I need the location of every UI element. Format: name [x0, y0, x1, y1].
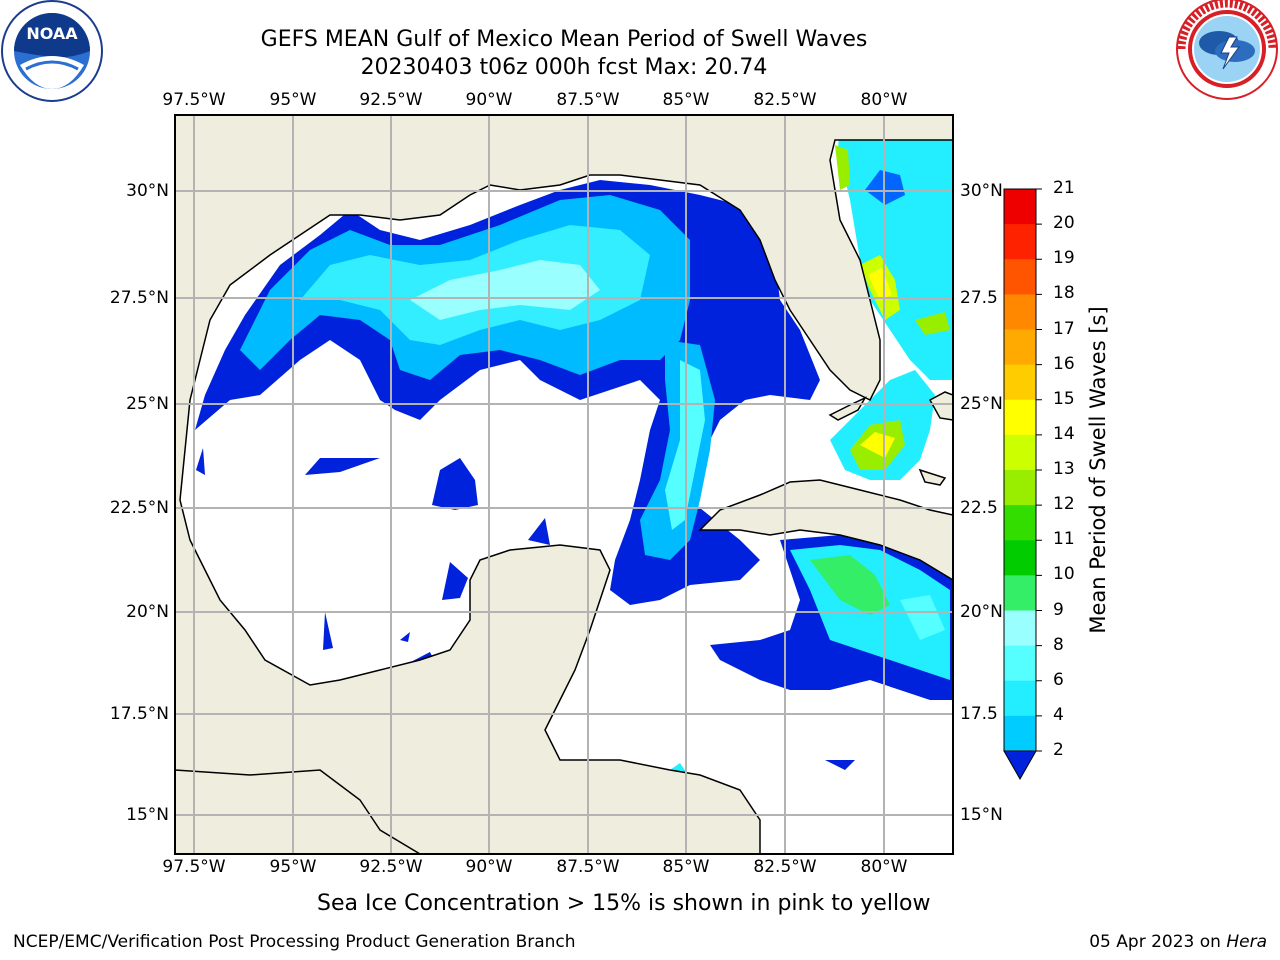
- colorbar-tick-label: 17: [1053, 318, 1075, 339]
- colorbar-segment: [1004, 540, 1036, 576]
- lon-label-top: 97.5°W: [162, 90, 226, 110]
- colorbar-segment: [1004, 294, 1036, 330]
- colorbar-segment: [1004, 715, 1036, 752]
- colorbar-segment: [1004, 434, 1036, 471]
- colorbar-tick-label: 11: [1053, 529, 1075, 550]
- colorbar-segment: [1004, 470, 1036, 506]
- colorbar-segment: [1004, 364, 1036, 401]
- lat-label-right: 27.5: [960, 288, 998, 308]
- colorbar-tick-label: 19: [1053, 248, 1075, 269]
- colorbar-tick-label: 9: [1053, 599, 1064, 620]
- lat-label-left: 22.5°N: [109, 498, 169, 518]
- lat-label-left: 30°N: [126, 181, 169, 201]
- chart-subtitle: 20230403 t06z 000h fcst Max: 20.74: [360, 55, 768, 80]
- lon-label-top: 82.5°W: [753, 90, 817, 110]
- lon-label-bottom: 97.5°W: [162, 857, 226, 877]
- lat-label-right: 20°N: [960, 602, 1003, 622]
- footer-date-text: 05 Apr 2023 on: [1089, 932, 1227, 952]
- colorbar-tick-label: 2: [1053, 740, 1064, 760]
- lon-label-bottom: 80°W: [860, 857, 908, 877]
- colorbar-segment: [1004, 224, 1036, 260]
- lon-label-top: 87.5°W: [556, 90, 620, 110]
- colorbar-segment: [1004, 575, 1036, 611]
- lat-label-left: 20°N: [126, 602, 169, 622]
- colorbar-segment: [1004, 189, 1036, 225]
- colorbar-extend-arrow: [1003, 750, 1037, 781]
- lon-label-bottom: 95°W: [269, 857, 317, 877]
- nws-logo: [1176, 0, 1278, 100]
- colorbar-tick-label: 6: [1053, 669, 1064, 690]
- colorbar-tick-label: 14: [1053, 423, 1075, 444]
- noaa-logo: NOAA: [1, 0, 103, 102]
- colorbar-tick-label: 8: [1053, 634, 1064, 655]
- lon-label-top: 95°W: [269, 90, 317, 110]
- colorbar-tick-label: 16: [1053, 353, 1075, 374]
- lat-label-right: 30°N: [960, 181, 1003, 201]
- lon-label-bottom: 90°W: [465, 857, 513, 877]
- footer-date: 05 Apr 2023 on Hera: [1089, 932, 1267, 952]
- colorbar-tick-label: 18: [1053, 283, 1075, 304]
- chart-title: GEFS MEAN Gulf of Mexico Mean Period of …: [260, 27, 868, 52]
- colorbar-segment: [1004, 399, 1036, 436]
- colorbar-label: Mean Period of Swell Waves [s]: [1086, 306, 1110, 634]
- lon-label-top: 80°W: [860, 90, 908, 110]
- colorbar-tick-label: 15: [1053, 388, 1075, 409]
- colorbar: [1003, 188, 1042, 781]
- colorbar-tick-label: 21: [1053, 178, 1075, 198]
- colorbar-segment: [1004, 645, 1036, 682]
- lat-label-left: 15°N: [126, 805, 169, 825]
- map-grid: [175, 115, 953, 854]
- noaa-logo-text: NOAA: [26, 24, 78, 43]
- footer-machine: Hera: [1226, 932, 1267, 952]
- colorbar-segment: [1004, 680, 1036, 717]
- map-frame: [174, 114, 954, 855]
- lon-label-top: 85°W: [662, 90, 710, 110]
- colorbar-tick-label: 10: [1053, 564, 1075, 585]
- lat-label-right: 25°N: [960, 394, 1003, 414]
- lon-label-bottom: 82.5°W: [753, 857, 817, 877]
- colorbar-tick-label: 20: [1053, 213, 1075, 234]
- colorbar-segment: [1004, 505, 1036, 541]
- lon-label-bottom: 85°W: [662, 857, 710, 877]
- footer-credit: NCEP/EMC/Verification Post Processing Pr…: [13, 932, 576, 952]
- lon-label-top: 90°W: [465, 90, 513, 110]
- lat-label-left: 17.5°N: [109, 704, 169, 724]
- colorbar-segment: [1004, 610, 1036, 647]
- lat-label-right: 15°N: [960, 805, 1003, 825]
- colorbar-tick-label: 4: [1053, 704, 1064, 725]
- lat-label-left: 27.5°N: [109, 288, 169, 308]
- colorbar-segment: [1004, 259, 1036, 295]
- lon-label-top: 92.5°W: [359, 90, 423, 110]
- lon-label-bottom: 92.5°W: [359, 857, 423, 877]
- lon-label-bottom: 87.5°W: [556, 857, 620, 877]
- colorbar-tick-label: 12: [1053, 494, 1075, 515]
- lat-label-left: 25°N: [126, 394, 169, 414]
- lat-label-right: 17.5: [960, 704, 998, 724]
- colorbar-tick-label: 13: [1053, 459, 1075, 479]
- colorbar-segment: [1004, 329, 1036, 366]
- sea-ice-note: Sea Ice Concentration > 15% is shown in …: [317, 891, 931, 916]
- lat-label-right: 22.5: [960, 498, 998, 518]
